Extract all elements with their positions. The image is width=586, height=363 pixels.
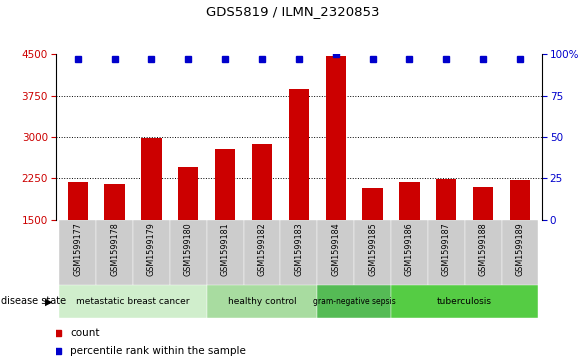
Bar [391, 220, 428, 285]
Text: GDS5819 / ILMN_2320853: GDS5819 / ILMN_2320853 [206, 5, 380, 19]
Bar [170, 220, 207, 285]
Bar [436, 179, 456, 220]
Bar [399, 182, 420, 220]
Text: count: count [70, 328, 100, 338]
Text: healthy control: healthy control [228, 297, 297, 306]
Text: GSM1599177: GSM1599177 [73, 222, 82, 276]
Bar [428, 220, 465, 285]
Text: GSM1599185: GSM1599185 [368, 222, 377, 276]
Text: disease state: disease state [1, 296, 66, 306]
Bar [281, 220, 317, 285]
Bar [59, 285, 207, 318]
Bar [96, 220, 133, 285]
Bar [141, 138, 162, 220]
Text: GSM1599186: GSM1599186 [405, 222, 414, 276]
Text: GSM1599183: GSM1599183 [294, 222, 304, 276]
Text: GSM1599189: GSM1599189 [516, 222, 524, 276]
Bar [354, 220, 391, 285]
Bar [473, 187, 493, 220]
Text: gram-negative sepsis: gram-negative sepsis [313, 297, 396, 306]
Bar [252, 144, 272, 220]
Text: tuberculosis: tuberculosis [437, 297, 492, 306]
Bar [244, 220, 281, 285]
Bar [215, 148, 236, 220]
Bar [317, 285, 391, 318]
Bar [465, 220, 502, 285]
Text: metastatic breast cancer: metastatic breast cancer [76, 297, 190, 306]
Text: GSM1599179: GSM1599179 [147, 222, 156, 276]
Text: ▶: ▶ [45, 296, 52, 306]
Text: GSM1599187: GSM1599187 [442, 222, 451, 276]
Text: GSM1599188: GSM1599188 [479, 222, 488, 276]
Bar [104, 184, 125, 220]
Bar [133, 220, 170, 285]
Bar [178, 167, 199, 220]
Bar [317, 220, 354, 285]
Bar [326, 56, 346, 220]
Text: GSM1599181: GSM1599181 [221, 222, 230, 276]
Bar [502, 220, 539, 285]
Bar [207, 285, 317, 318]
Text: GSM1599178: GSM1599178 [110, 222, 119, 276]
Text: GSM1599182: GSM1599182 [257, 222, 267, 276]
Bar [207, 220, 244, 285]
Bar [362, 188, 383, 220]
Bar [289, 89, 309, 220]
Bar [510, 180, 530, 220]
Bar [391, 285, 539, 318]
Text: percentile rank within the sample: percentile rank within the sample [70, 346, 246, 356]
Text: GSM1599180: GSM1599180 [184, 222, 193, 276]
Bar [67, 183, 88, 220]
Bar [59, 220, 96, 285]
Text: GSM1599184: GSM1599184 [331, 222, 340, 276]
